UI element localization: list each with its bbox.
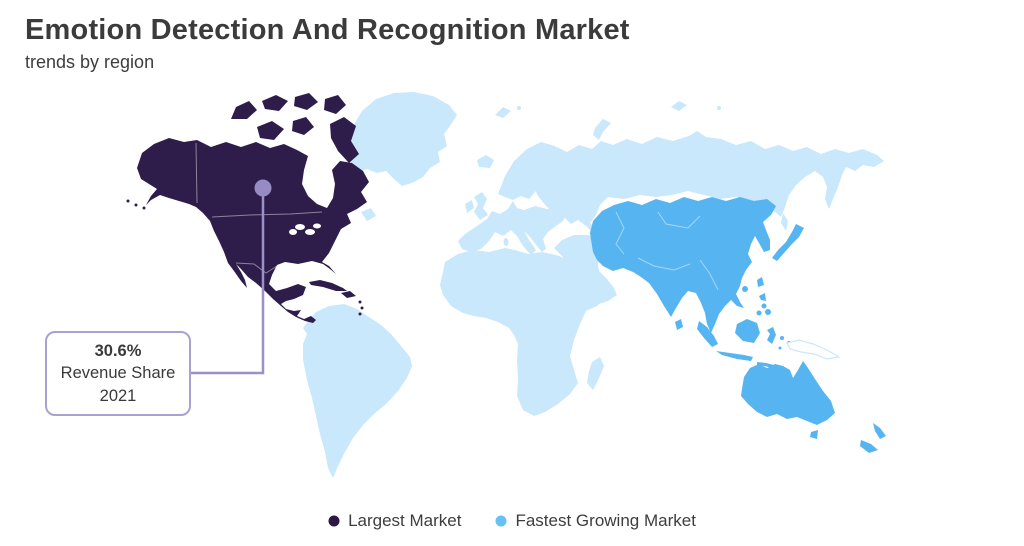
region-philippines-3 bbox=[765, 309, 771, 315]
region-moluccas-1 bbox=[780, 336, 784, 340]
region-arctic-island-e bbox=[292, 117, 314, 135]
region-arctic-isle-1 bbox=[517, 106, 521, 110]
border-us-mexico bbox=[235, 262, 278, 274]
region-new-guinea bbox=[786, 339, 841, 360]
callout-label-line1: Revenue Share bbox=[60, 364, 176, 383]
region-russia bbox=[527, 131, 884, 238]
region-borneo bbox=[735, 319, 760, 343]
border-india-north bbox=[637, 257, 691, 271]
region-africa bbox=[440, 248, 607, 416]
region-tasmania bbox=[810, 430, 818, 439]
region-hispaniola bbox=[341, 291, 356, 298]
region-ireland bbox=[465, 200, 474, 213]
region-antilles-1 bbox=[358, 300, 362, 304]
region-antilles-3 bbox=[358, 312, 362, 316]
region-svalbard bbox=[495, 107, 511, 118]
region-arctic-island-c bbox=[294, 93, 318, 110]
region-aleutian-1 bbox=[126, 199, 130, 203]
lake-1 bbox=[295, 224, 305, 230]
region-great-britain bbox=[474, 192, 488, 220]
map-marker-dot bbox=[254, 179, 272, 197]
page-title: Emotion Detection And Recognition Market bbox=[25, 14, 630, 46]
region-middle-east bbox=[554, 235, 617, 306]
region-novaya-zemlya bbox=[593, 119, 611, 140]
callout-label-line2: 2021 bbox=[99, 386, 137, 405]
border-southeast-asia bbox=[699, 259, 719, 291]
region-moluccas-3 bbox=[778, 346, 782, 350]
region-iceland bbox=[477, 155, 494, 168]
region-australia bbox=[741, 361, 835, 425]
legend-label-fastest: Fastest Growing Market bbox=[515, 511, 696, 530]
legend-item-largest-market: Largest Market bbox=[328, 511, 461, 531]
lake-2 bbox=[305, 229, 315, 235]
region-sardinia bbox=[503, 238, 509, 246]
border-mongolia bbox=[657, 211, 701, 229]
largest-market-dot-icon bbox=[328, 515, 340, 527]
region-arctic-isle-2 bbox=[717, 106, 721, 110]
region-largest-north-america bbox=[126, 93, 369, 323]
region-asia-mainland bbox=[590, 197, 776, 333]
page-subtitle: trends by region bbox=[25, 52, 155, 73]
region-baffin-island bbox=[330, 117, 359, 163]
callout-value: 30.6% bbox=[94, 342, 142, 361]
callout-connector-line bbox=[191, 189, 265, 375]
border-kazakh-china bbox=[615, 211, 625, 255]
lake-3 bbox=[289, 229, 297, 235]
region-japan bbox=[772, 224, 804, 261]
region-aleutian-2 bbox=[134, 203, 138, 207]
region-victoria-island bbox=[257, 121, 284, 140]
region-severnaya-zemlya bbox=[671, 101, 687, 111]
border-us-canada bbox=[211, 211, 323, 218]
region-sakhalin bbox=[781, 213, 788, 231]
legend-item-fastest-growing: Fastest Growing Market bbox=[495, 511, 696, 531]
region-antilles-2 bbox=[360, 306, 364, 310]
region-north-america-mainland bbox=[137, 138, 369, 323]
region-new-zealand-north bbox=[873, 423, 886, 439]
region-sri-lanka bbox=[675, 319, 683, 330]
country-borders bbox=[195, 142, 719, 291]
region-sulawesi bbox=[767, 327, 776, 344]
header: Emotion Detection And Recognition Market… bbox=[25, 14, 630, 73]
region-rest-of-world bbox=[303, 92, 884, 478]
great-lakes bbox=[289, 223, 321, 235]
region-fastest-asia-pacific bbox=[590, 197, 886, 453]
border-alaska-canada bbox=[195, 142, 198, 204]
region-europe-mainland bbox=[458, 201, 566, 255]
region-newfoundland bbox=[361, 208, 376, 221]
region-philippines-luzon bbox=[759, 293, 766, 301]
region-java bbox=[716, 351, 753, 361]
region-arctic-island-b bbox=[262, 95, 288, 111]
region-madagascar bbox=[587, 357, 604, 390]
region-greenland bbox=[348, 92, 457, 186]
revenue-share-callout: 30.6% Revenue Share 2021 bbox=[45, 331, 191, 416]
region-south-america bbox=[303, 304, 412, 478]
legend: Largest Market Fastest Growing Market bbox=[0, 511, 1024, 531]
region-sumatra bbox=[697, 321, 718, 347]
region-cuba bbox=[309, 280, 347, 291]
region-arctic-island-d bbox=[324, 95, 346, 114]
region-philippines-2 bbox=[756, 310, 762, 316]
region-new-zealand-south bbox=[860, 440, 878, 453]
region-hainan bbox=[742, 286, 748, 292]
region-arctic-island-a bbox=[231, 101, 257, 119]
legend-label-largest: Largest Market bbox=[348, 511, 462, 530]
region-philippines-1 bbox=[761, 303, 767, 309]
lake-4 bbox=[313, 223, 321, 229]
fastest-growing-dot-icon bbox=[495, 515, 507, 527]
region-aleutian-3 bbox=[142, 206, 146, 210]
region-lesser-sunda bbox=[757, 362, 774, 368]
region-taiwan bbox=[757, 277, 764, 287]
